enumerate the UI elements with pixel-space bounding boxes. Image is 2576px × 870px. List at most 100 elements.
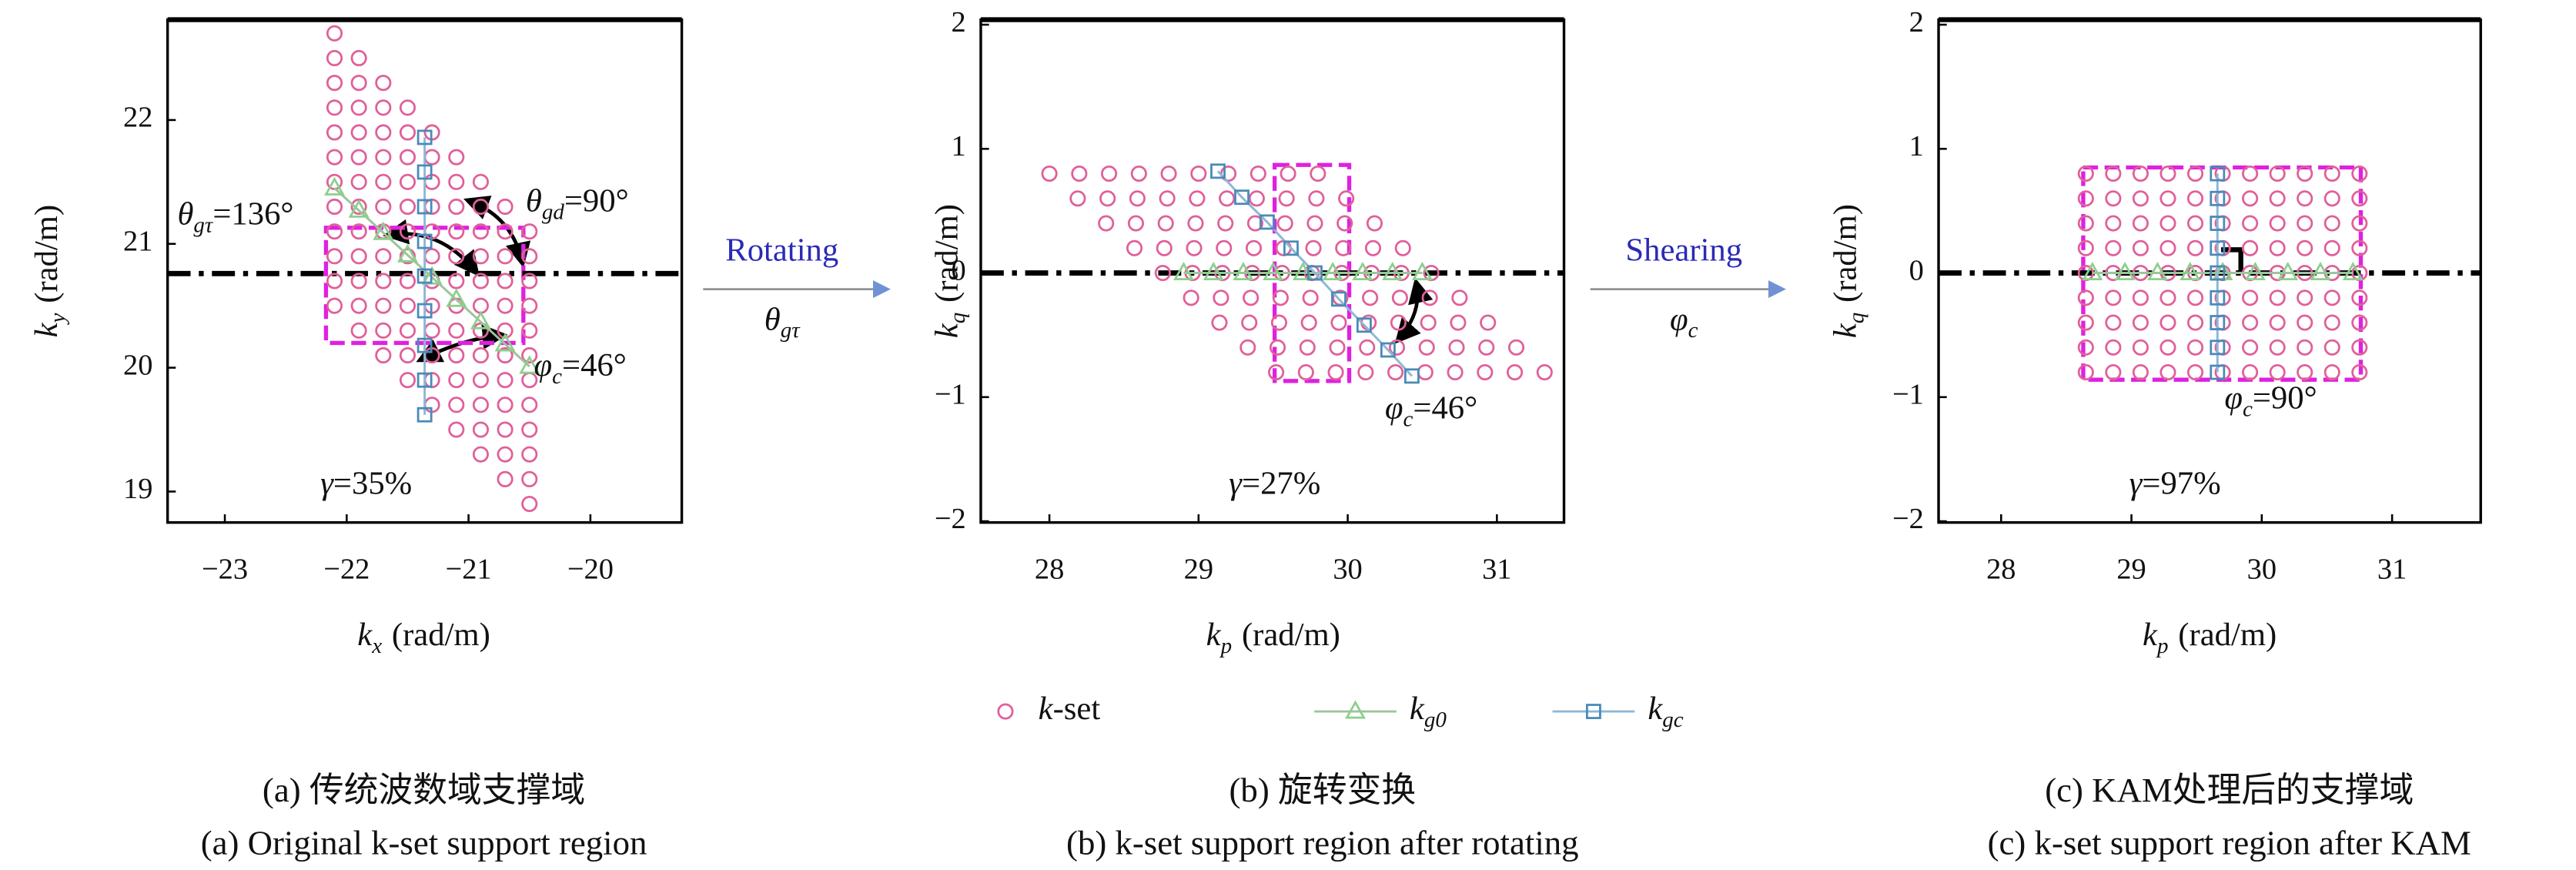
point (1450, 314, 1467, 331)
symbol: k (1410, 691, 1425, 727)
point (521, 248, 538, 265)
point (375, 248, 392, 265)
subscript: y (45, 313, 69, 325)
point (2242, 239, 2259, 256)
point (326, 99, 343, 116)
point (2323, 314, 2340, 331)
point (1478, 339, 1495, 356)
point (350, 124, 367, 141)
point (1203, 261, 1224, 281)
point (1364, 239, 1382, 256)
point (2105, 215, 2122, 232)
symbol: k (928, 323, 965, 338)
point (399, 149, 417, 166)
point (2351, 239, 2368, 256)
point (2323, 165, 2340, 182)
point (2159, 239, 2176, 256)
point (2323, 339, 2340, 356)
point (350, 248, 367, 265)
point (399, 223, 417, 240)
point (2242, 165, 2259, 182)
point (2186, 289, 2204, 306)
label-text: =97% (2142, 465, 2220, 501)
right-angle (2221, 247, 2243, 273)
symbol: k (2143, 617, 2158, 653)
point (2242, 363, 2259, 381)
point (521, 446, 538, 463)
point (2242, 215, 2259, 232)
symbol: φ (2224, 380, 2243, 417)
point (2186, 215, 2204, 232)
symbol: θ (526, 182, 542, 219)
point (472, 173, 489, 190)
point (472, 273, 489, 289)
point (2242, 190, 2259, 207)
x-tick-label: −22 (323, 553, 370, 585)
point (1268, 363, 1285, 381)
point (497, 421, 514, 438)
point (1186, 239, 1203, 256)
point (2159, 339, 2176, 356)
point (2146, 261, 2168, 281)
point (472, 421, 489, 438)
caption: (c) KAM处理后的支撑域 (2045, 771, 2414, 809)
y-tick-label: 0 (952, 254, 966, 286)
label-text: =90° (2253, 380, 2317, 417)
point (494, 333, 516, 352)
transform-symbol: φc (1670, 301, 1698, 343)
annotation: φc=90° (2224, 380, 2317, 422)
y-axis-label: kq (rad/m) (928, 204, 970, 338)
point (1356, 317, 1372, 333)
point (423, 322, 440, 339)
point (2297, 363, 2313, 381)
point (1101, 165, 1118, 182)
x-tick-label: 29 (1184, 553, 1213, 585)
y-tick-label: 20 (123, 349, 152, 381)
y-tick-label: 1 (1909, 130, 1924, 162)
point (375, 322, 392, 339)
point (1305, 239, 1322, 256)
point (2342, 261, 2364, 281)
point (2082, 261, 2103, 281)
annotation: γ=97% (2129, 465, 2221, 501)
y-tick-label: −2 (1892, 503, 1924, 535)
point (399, 372, 417, 389)
x-tick-label: −20 (567, 553, 614, 585)
point (497, 223, 514, 240)
point (2351, 215, 2368, 232)
label-text: =46° (1413, 390, 1477, 426)
point (326, 297, 343, 314)
angle-arrow (1394, 277, 1434, 344)
point (1390, 314, 1407, 331)
point (2132, 339, 2149, 356)
point (2242, 289, 2259, 306)
symbol: k (1648, 691, 1663, 727)
point (2210, 240, 2226, 256)
label-text: =46° (562, 347, 627, 383)
point (326, 223, 343, 240)
point (472, 397, 489, 413)
point (375, 346, 392, 364)
point (497, 198, 514, 216)
subscript: gτ (781, 318, 801, 343)
point (1216, 239, 1233, 256)
legend-label: kg0 (1410, 691, 1447, 732)
point (1329, 339, 1346, 356)
point (375, 297, 392, 314)
point (1307, 265, 1323, 281)
point (1417, 363, 1434, 381)
point (2077, 314, 2094, 331)
point (1310, 165, 1326, 182)
point (1300, 314, 1317, 331)
point (326, 248, 343, 265)
point (1245, 239, 1263, 256)
point (2105, 314, 2122, 331)
point (2351, 314, 2368, 331)
point (350, 149, 367, 166)
caption: (a) Original k-set support region (201, 823, 647, 862)
legend-label: kgc (1648, 691, 1683, 732)
y-tick-label: 2 (952, 6, 966, 38)
subscript: g0 (1424, 708, 1447, 732)
point (2297, 239, 2313, 256)
point (2186, 363, 2204, 381)
